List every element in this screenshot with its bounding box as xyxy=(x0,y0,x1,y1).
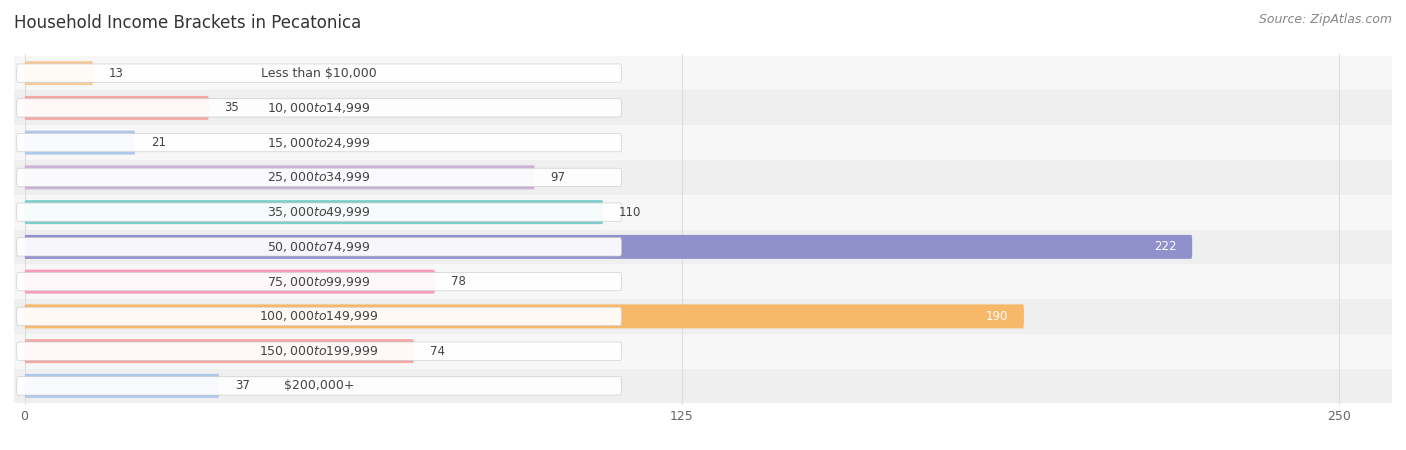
Text: 97: 97 xyxy=(551,171,565,184)
FancyBboxPatch shape xyxy=(24,200,603,224)
Bar xyxy=(14,264,1392,299)
FancyBboxPatch shape xyxy=(17,203,621,221)
Text: Household Income Brackets in Pecatonica: Household Income Brackets in Pecatonica xyxy=(14,14,361,32)
FancyBboxPatch shape xyxy=(24,130,135,155)
FancyBboxPatch shape xyxy=(24,339,413,363)
FancyBboxPatch shape xyxy=(24,304,1024,328)
Text: $15,000 to $24,999: $15,000 to $24,999 xyxy=(267,135,371,149)
Bar xyxy=(14,160,1392,195)
Bar xyxy=(14,90,1392,125)
FancyBboxPatch shape xyxy=(17,134,621,152)
Text: $50,000 to $74,999: $50,000 to $74,999 xyxy=(267,240,371,254)
Text: $25,000 to $34,999: $25,000 to $34,999 xyxy=(267,171,371,184)
Text: 190: 190 xyxy=(986,310,1008,323)
Text: $35,000 to $49,999: $35,000 to $49,999 xyxy=(267,205,371,219)
FancyBboxPatch shape xyxy=(17,377,621,395)
FancyBboxPatch shape xyxy=(17,168,621,187)
Text: $150,000 to $199,999: $150,000 to $199,999 xyxy=(259,344,378,358)
Bar xyxy=(14,56,1392,90)
FancyBboxPatch shape xyxy=(17,99,621,117)
FancyBboxPatch shape xyxy=(17,238,621,256)
Text: 222: 222 xyxy=(1154,240,1177,253)
Text: 35: 35 xyxy=(225,101,239,114)
FancyBboxPatch shape xyxy=(17,272,621,291)
FancyBboxPatch shape xyxy=(17,64,621,82)
FancyBboxPatch shape xyxy=(24,96,208,120)
Bar xyxy=(14,195,1392,230)
Bar xyxy=(14,299,1392,334)
FancyBboxPatch shape xyxy=(24,235,1192,259)
Text: 21: 21 xyxy=(150,136,166,149)
FancyBboxPatch shape xyxy=(24,270,434,293)
Text: Less than $10,000: Less than $10,000 xyxy=(262,67,377,80)
Bar xyxy=(14,230,1392,264)
Text: $100,000 to $149,999: $100,000 to $149,999 xyxy=(259,310,378,324)
Text: 13: 13 xyxy=(108,67,124,80)
FancyBboxPatch shape xyxy=(24,61,93,85)
FancyBboxPatch shape xyxy=(24,374,219,398)
Bar xyxy=(14,369,1392,403)
FancyBboxPatch shape xyxy=(17,307,621,325)
Text: 110: 110 xyxy=(619,206,641,219)
Text: 37: 37 xyxy=(235,379,250,392)
Text: 78: 78 xyxy=(450,275,465,288)
Text: $200,000+: $200,000+ xyxy=(284,379,354,392)
Text: Source: ZipAtlas.com: Source: ZipAtlas.com xyxy=(1258,14,1392,27)
Text: 74: 74 xyxy=(429,345,444,358)
Bar xyxy=(14,125,1392,160)
Text: $75,000 to $99,999: $75,000 to $99,999 xyxy=(267,274,371,288)
FancyBboxPatch shape xyxy=(24,166,534,189)
Text: $10,000 to $14,999: $10,000 to $14,999 xyxy=(267,101,371,115)
Bar xyxy=(14,334,1392,369)
FancyBboxPatch shape xyxy=(17,342,621,360)
